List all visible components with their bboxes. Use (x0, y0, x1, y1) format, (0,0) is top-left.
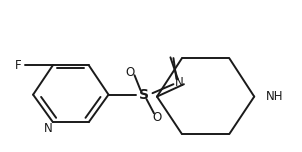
Text: N: N (44, 122, 53, 135)
Text: O: O (125, 66, 135, 79)
Text: NH: NH (266, 90, 284, 103)
Text: O: O (153, 111, 162, 124)
Text: S: S (139, 88, 149, 102)
Text: N: N (175, 76, 184, 89)
Text: F: F (14, 59, 21, 72)
